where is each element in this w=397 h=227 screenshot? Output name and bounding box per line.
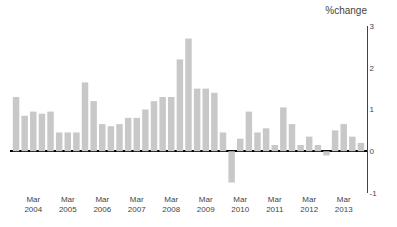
svg-text:Mar2006: Mar2006: [93, 195, 111, 214]
svg-text:Mar2008: Mar2008: [162, 195, 180, 214]
svg-text:-1: -1: [370, 189, 378, 198]
svg-text:2: 2: [370, 64, 375, 73]
svg-text:1: 1: [370, 105, 375, 114]
svg-text:Mar2009: Mar2009: [197, 195, 215, 214]
svg-text:Mar2010: Mar2010: [231, 195, 249, 214]
svg-text:0: 0: [370, 147, 375, 156]
svg-text:Mar2011: Mar2011: [266, 195, 284, 214]
svg-text:Mar2005: Mar2005: [59, 195, 77, 214]
svg-text:Mar2007: Mar2007: [128, 195, 146, 214]
svg-text:%change: %change: [325, 5, 367, 16]
svg-text:Mar2013: Mar2013: [335, 195, 353, 214]
svg-text:Mar2012: Mar2012: [300, 195, 318, 214]
svg-text:3: 3: [370, 22, 375, 31]
svg-text:Mar2004: Mar2004: [24, 195, 42, 214]
